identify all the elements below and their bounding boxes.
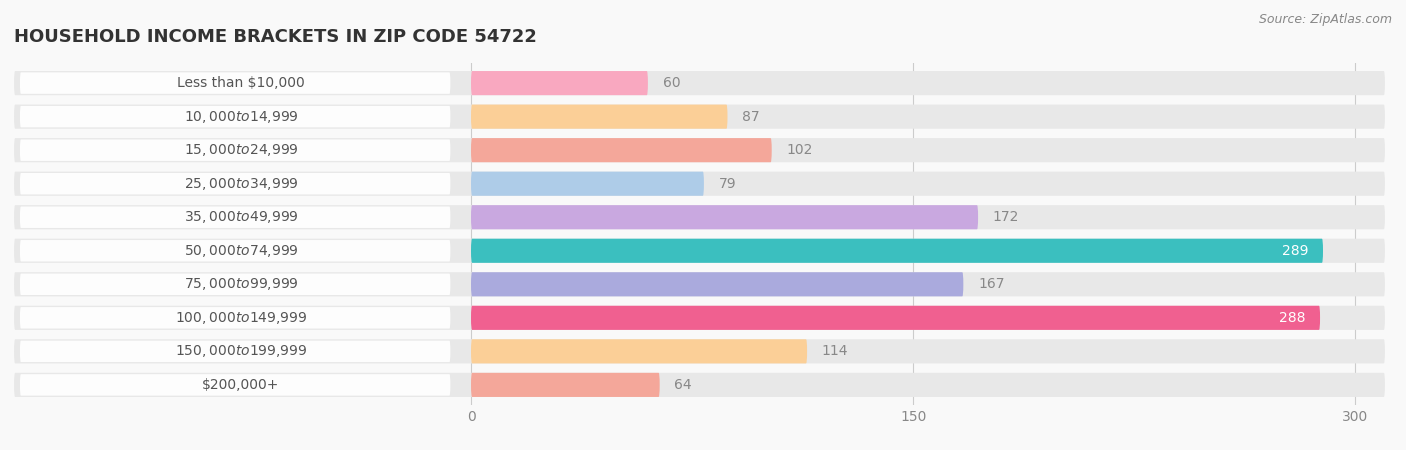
FancyBboxPatch shape xyxy=(14,373,1385,397)
Text: HOUSEHOLD INCOME BRACKETS IN ZIP CODE 54722: HOUSEHOLD INCOME BRACKETS IN ZIP CODE 54… xyxy=(14,28,537,46)
FancyBboxPatch shape xyxy=(14,272,1385,297)
Text: $35,000 to $49,999: $35,000 to $49,999 xyxy=(184,209,298,225)
Text: $10,000 to $14,999: $10,000 to $14,999 xyxy=(184,108,298,125)
FancyBboxPatch shape xyxy=(20,106,450,127)
FancyBboxPatch shape xyxy=(471,306,1320,330)
FancyBboxPatch shape xyxy=(471,71,648,95)
Text: $100,000 to $149,999: $100,000 to $149,999 xyxy=(174,310,308,326)
Text: 172: 172 xyxy=(993,210,1019,224)
FancyBboxPatch shape xyxy=(20,140,450,161)
FancyBboxPatch shape xyxy=(20,307,450,328)
FancyBboxPatch shape xyxy=(14,171,1385,196)
Text: 64: 64 xyxy=(675,378,692,392)
Text: 87: 87 xyxy=(742,110,759,124)
FancyBboxPatch shape xyxy=(14,205,1385,230)
FancyBboxPatch shape xyxy=(20,207,450,228)
Text: $150,000 to $199,999: $150,000 to $199,999 xyxy=(174,343,308,360)
FancyBboxPatch shape xyxy=(471,138,772,162)
FancyBboxPatch shape xyxy=(471,373,659,397)
Text: 102: 102 xyxy=(786,143,813,157)
FancyBboxPatch shape xyxy=(14,104,1385,129)
Text: 79: 79 xyxy=(718,177,737,191)
FancyBboxPatch shape xyxy=(20,374,450,396)
FancyBboxPatch shape xyxy=(471,238,1323,263)
FancyBboxPatch shape xyxy=(471,205,979,230)
FancyBboxPatch shape xyxy=(20,341,450,362)
Text: 288: 288 xyxy=(1279,311,1305,325)
FancyBboxPatch shape xyxy=(20,274,450,295)
FancyBboxPatch shape xyxy=(20,240,450,261)
Text: $75,000 to $99,999: $75,000 to $99,999 xyxy=(184,276,298,292)
Text: 114: 114 xyxy=(823,344,848,358)
FancyBboxPatch shape xyxy=(471,104,727,129)
Text: $15,000 to $24,999: $15,000 to $24,999 xyxy=(184,142,298,158)
FancyBboxPatch shape xyxy=(20,72,450,94)
Text: $25,000 to $34,999: $25,000 to $34,999 xyxy=(184,176,298,192)
FancyBboxPatch shape xyxy=(14,238,1385,263)
FancyBboxPatch shape xyxy=(14,306,1385,330)
FancyBboxPatch shape xyxy=(20,173,450,194)
Text: $200,000+: $200,000+ xyxy=(202,378,280,392)
Text: 60: 60 xyxy=(662,76,681,90)
Text: Less than $10,000: Less than $10,000 xyxy=(177,76,305,90)
FancyBboxPatch shape xyxy=(14,339,1385,364)
Text: 289: 289 xyxy=(1282,244,1308,258)
FancyBboxPatch shape xyxy=(14,138,1385,162)
Text: Source: ZipAtlas.com: Source: ZipAtlas.com xyxy=(1258,14,1392,27)
FancyBboxPatch shape xyxy=(471,339,807,364)
Text: $50,000 to $74,999: $50,000 to $74,999 xyxy=(184,243,298,259)
FancyBboxPatch shape xyxy=(471,171,704,196)
FancyBboxPatch shape xyxy=(471,272,963,297)
FancyBboxPatch shape xyxy=(14,71,1385,95)
Text: 167: 167 xyxy=(979,277,1004,291)
